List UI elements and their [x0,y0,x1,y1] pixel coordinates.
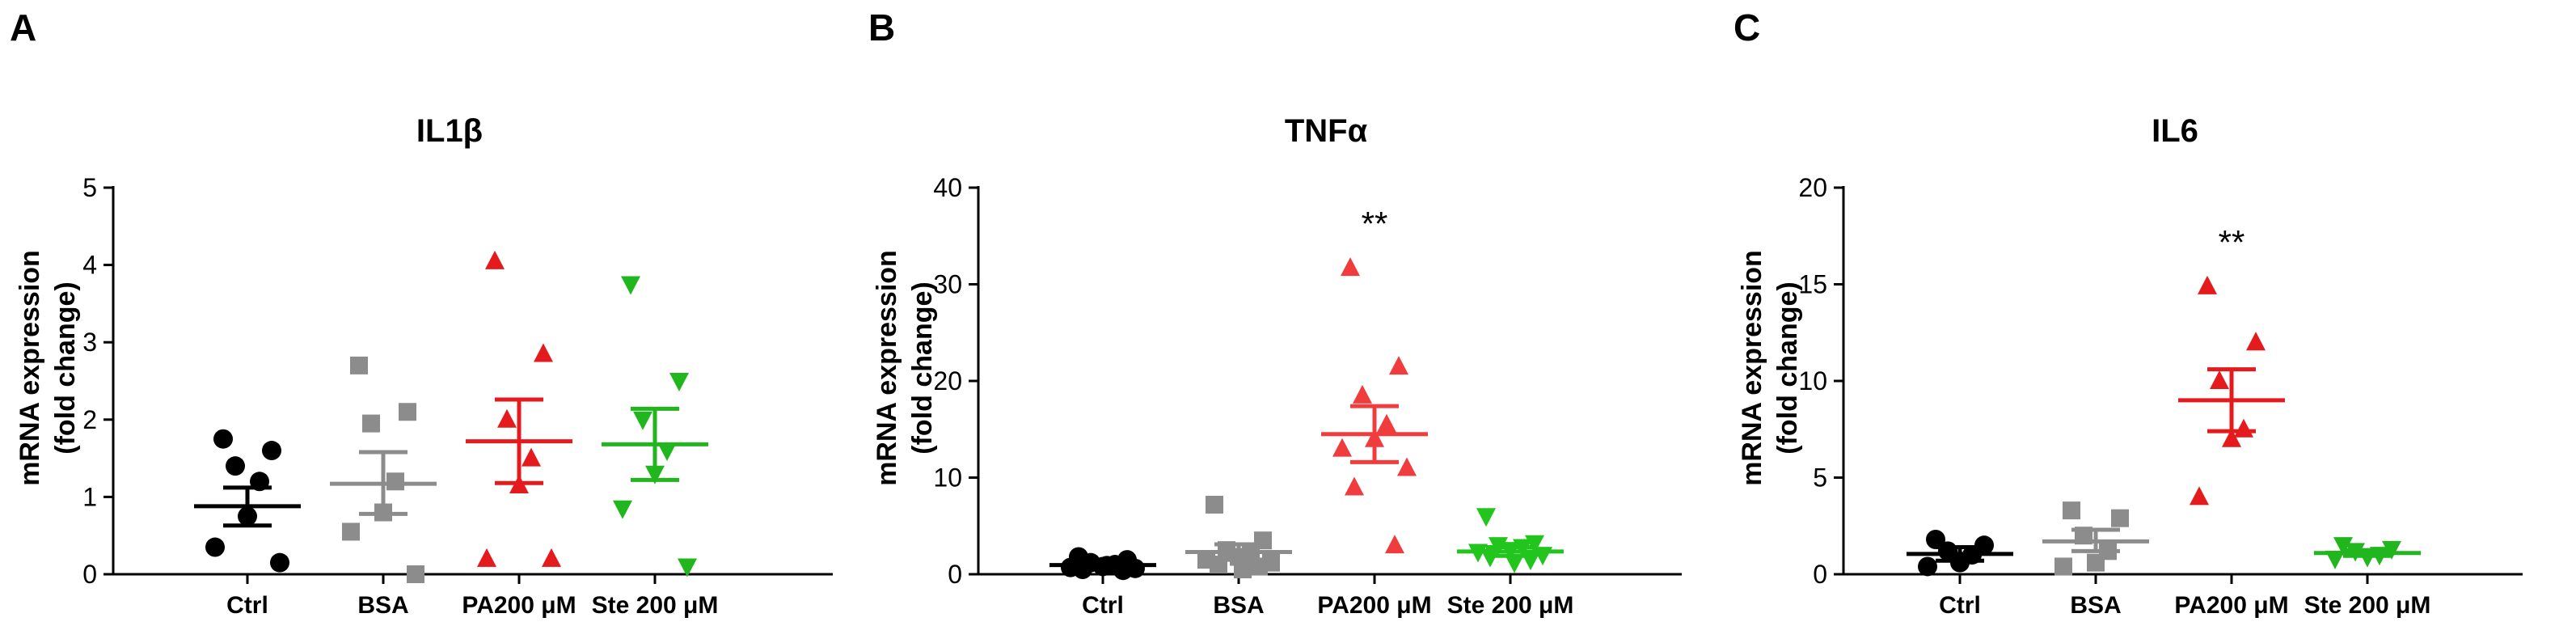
data-point-square [1250,557,1268,576]
x-tick-label: Ste 200 μM [2304,592,2431,619]
y-tick-label: 40 [933,173,962,202]
data-point-triangle-up [2246,332,2266,351]
panel-letter: C [1734,6,1760,49]
data-point-square [2087,553,2105,572]
y-tick-label: 0 [1813,560,1827,589]
data-point-circle [262,441,281,461]
y-tick-label: 10 [1798,366,1827,396]
y-tick-label: 3 [82,328,97,357]
y-axis-label-line-1: mRNA expression [1737,250,1767,486]
y-tick-label: 20 [1798,173,1827,202]
data-point-triangle-up [1377,413,1396,433]
data-point-square [362,414,380,433]
data-point-triangle-up [2198,275,2217,294]
data-point-triangle-up [477,548,496,567]
data-point-circle [1926,529,1945,549]
y-tick-label: 4 [82,251,97,280]
x-tick-label: BSA [1213,592,1264,619]
y-axis-label-line-2: (fold change) [1772,281,1803,454]
y-axis-label-line-1: mRNA expression [15,250,45,486]
data-point-triangle-down [657,442,677,462]
data-point-square [342,522,360,541]
y-tick-label: 20 [933,366,962,396]
data-point-circle [205,537,225,557]
y-tick-label: 15 [1798,270,1827,299]
panel-letter: B [868,6,895,49]
x-tick-label: Ctrl [226,592,268,619]
data-point-triangle-down [2333,537,2353,556]
panel-letter: A [10,6,36,49]
data-point-square [2054,557,2072,576]
chart-title: TNFα [1285,113,1368,149]
significance-label: ** [2219,223,2245,261]
x-tick-label: PA200 μM [2174,592,2288,619]
x-tick-label: Ste 200 μM [1447,592,1574,619]
panel-b: B TNFα mRNA expression (fold change) 0 10… [868,6,1682,619]
data-point-circle [226,456,245,476]
data-point-square [2111,509,2129,527]
y-tick-label: 10 [933,463,962,493]
x-tick-label: Ste 200 μM [592,592,719,619]
x-tick-label: PA200 μM [462,592,576,619]
y-tick-label: 30 [933,270,962,299]
y-tick-label: 5 [82,173,97,202]
data-point-triangle-up [1345,476,1364,496]
data-point-circle [270,552,289,573]
data-point-triangle-up [1397,457,1417,476]
data-point-square [350,356,368,374]
data-point-triangle-up [2210,370,2229,389]
data-point-triangle-up [485,250,505,269]
y-axis-label-line-1: mRNA expression [872,250,902,486]
data-point-square [1234,561,1252,579]
data-point-circle [1918,556,1937,577]
x-tick-label: BSA [357,592,408,619]
panel-a: A IL1β mRNA expression (fold change) 0 1 2… [10,6,833,619]
y-tick-label: 1 [82,482,97,511]
data-point-triangle-down [1476,508,1496,527]
data-point-triangle-up [534,343,553,362]
data-point-square [1206,495,1223,514]
x-tick-label: BSA [2070,592,2121,619]
data-point-circle [213,429,233,449]
data-point-triangle-up [542,548,561,567]
data-point-triangle-down [669,373,689,391]
data-point-triangle-up [1332,438,1352,457]
data-point-square [399,403,416,421]
data-point-square [407,565,424,583]
data-point-triangle-up [1341,257,1360,277]
data-point-triangle-up [2222,428,2241,447]
data-point-triangle-up [522,447,541,467]
data-point-triangle-up [1389,356,1408,375]
y-axis-label-line-2: (fold change) [907,281,938,454]
data-point-square [2063,501,2080,520]
data-point-triangle-down [1505,554,1524,573]
y-tick-label: 0 [948,560,962,589]
data-point-triangle-up [1385,535,1404,554]
chart-title: IL6 [2152,113,2198,149]
y-axis-label-line-2: (fold change) [50,281,81,454]
data-point-triangle-down [613,500,632,519]
data-point-triangle-down [633,411,652,430]
data-point-triangle-down [2325,550,2345,569]
y-tick-label: 2 [82,405,97,434]
x-tick-label: Ctrl [1082,592,1124,619]
data-point-triangle-down [621,276,640,295]
data-point-triangle-up [497,408,517,428]
panel-c: C IL6 mRNA expression (fold change) 0 5 10… [1734,6,2523,619]
data-point-triangle-down [678,558,697,577]
significance-label: ** [1362,205,1388,243]
data-point-triangle-up [1353,384,1372,404]
chart-title: IL1β [416,113,483,149]
data-point-triangle-up [2234,418,2253,438]
data-point-triangle-up [2190,486,2209,506]
y-tick-label: 5 [1813,463,1827,493]
y-tick-label: 0 [82,560,97,589]
x-tick-label: Ctrl [1939,592,1981,619]
x-tick-label: PA200 μM [1317,592,1431,619]
data-point-square [386,472,404,491]
